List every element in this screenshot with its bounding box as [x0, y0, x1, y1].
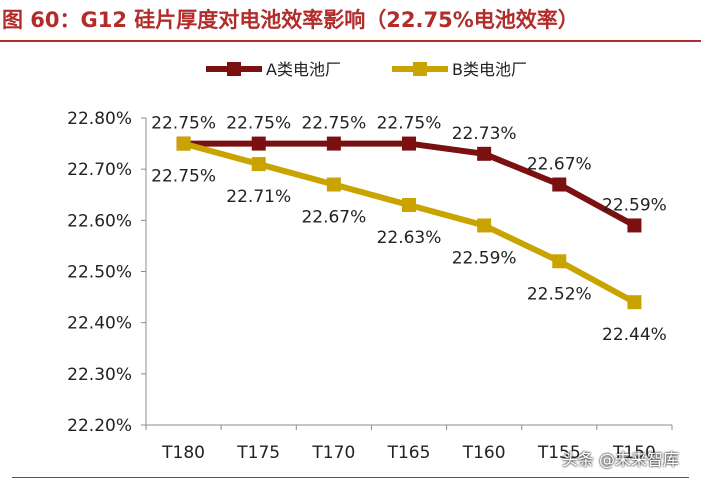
y-tick-label: 22.30%: [67, 365, 132, 385]
legend-marker-b: [413, 62, 427, 76]
title-divider: [0, 40, 701, 42]
data-point-b: [477, 218, 492, 233]
legend-label-a: A类电池厂: [266, 60, 341, 79]
figure-title-text: 图 60：G12 硅片厚度对电池效率影响（22.75%电池效率）: [2, 8, 579, 32]
data-point-a: [326, 136, 341, 151]
data-label-a: 22.75%: [377, 114, 442, 134]
bottom-divider: [12, 477, 689, 478]
data-point-a: [552, 177, 567, 192]
data-label-b: 22.44%: [602, 325, 667, 345]
data-label-a: 22.67%: [527, 155, 592, 175]
data-label-a: 22.59%: [602, 195, 667, 215]
y-tick-label: 22.60%: [67, 211, 132, 231]
x-tick-label: T160: [462, 443, 506, 463]
data-label-a: 22.75%: [226, 114, 291, 134]
data-label-b: 22.75%: [151, 167, 216, 187]
data-label-a: 22.73%: [452, 124, 517, 144]
y-tick-label: 22.50%: [67, 263, 132, 283]
data-label-a: 22.75%: [301, 114, 366, 134]
y-tick-label: 22.20%: [67, 416, 132, 436]
data-label-a: 22.75%: [151, 114, 216, 134]
y-tick-label: 22.80%: [67, 109, 132, 129]
data-point-a: [627, 218, 642, 233]
figure-title: 图 60：G12 硅片厚度对电池效率影响（22.75%电池效率）: [0, 0, 701, 40]
data-label-b: 22.63%: [377, 228, 442, 248]
data-point-b: [552, 254, 567, 269]
x-tick-label: T150: [612, 443, 656, 463]
legend-marker-a: [227, 62, 241, 76]
y-tick-label: 22.70%: [67, 160, 132, 180]
x-tick-label: T155: [537, 443, 581, 463]
x-tick-label: T165: [387, 443, 431, 463]
x-tick-label: T170: [311, 443, 355, 463]
data-label-b: 22.52%: [527, 284, 592, 304]
data-point-b: [627, 295, 642, 310]
data-label-b: 22.67%: [301, 208, 366, 228]
x-tick-label: T175: [236, 443, 280, 463]
data-point-a: [251, 136, 266, 151]
x-tick-label: T180: [161, 443, 205, 463]
data-point-b: [326, 177, 341, 192]
data-point-b: [402, 197, 416, 212]
data-point-b: [251, 157, 266, 172]
data-label-b: 22.59%: [452, 248, 517, 268]
data-point-b: [176, 136, 191, 151]
data-label-b: 22.71%: [226, 187, 291, 207]
legend-label-b: B类电池厂: [452, 60, 527, 79]
data-point-a: [477, 146, 492, 161]
data-point-a: [402, 136, 416, 151]
y-tick-label: 22.40%: [67, 314, 132, 334]
watermark: 头条 @未来智库: [561, 450, 679, 469]
